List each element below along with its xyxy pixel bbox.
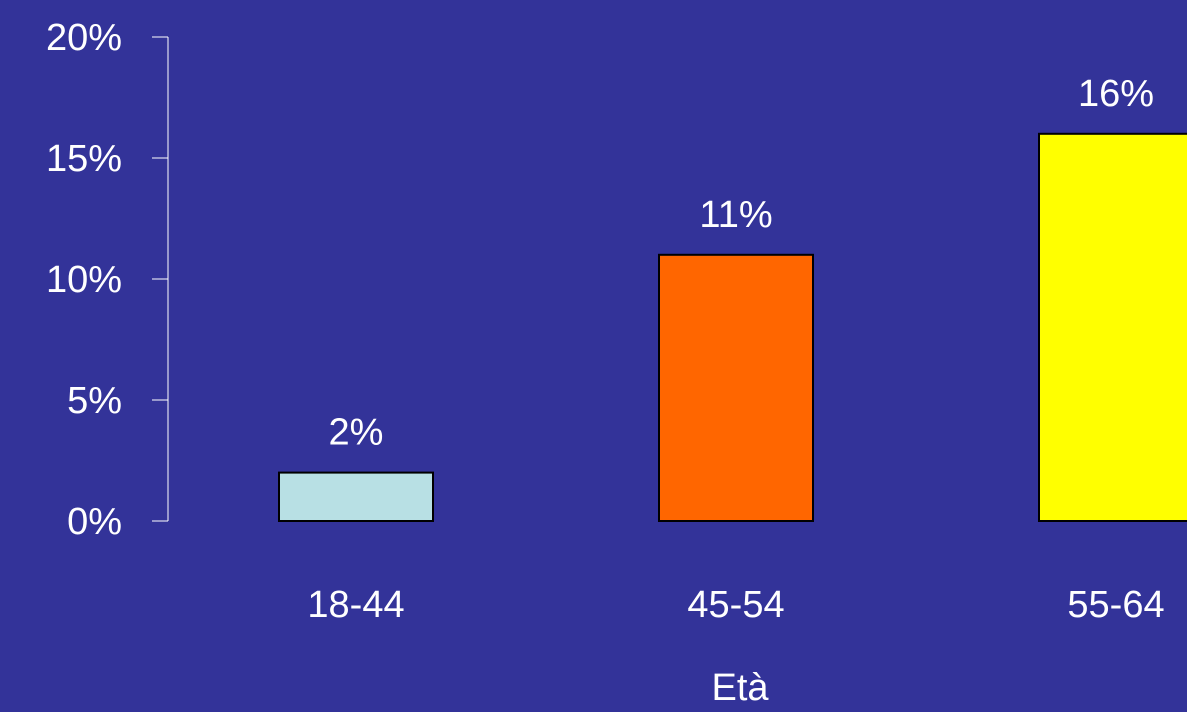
category-label-45-54: 45-54 — [687, 584, 784, 626]
bar-55-64 — [1038, 132, 1187, 523]
y-tick-label: 10% — [46, 259, 122, 301]
y-tick-label: 5% — [67, 380, 122, 422]
data-labels: 2% 11% 16% — [329, 73, 1154, 454]
bars — [278, 132, 1187, 523]
y-tick-label: 0% — [67, 501, 122, 543]
data-label-45-54: 11% — [699, 194, 772, 236]
category-label-55-64: 55-64 — [1067, 584, 1164, 626]
data-label-55-64: 16% — [1078, 73, 1154, 115]
y-axis: 0% 5% 10% 15% 20% — [46, 17, 169, 543]
bar-45-54 — [658, 253, 814, 523]
x-axis-title: Età — [711, 667, 769, 709]
category-label-18-44: 18-44 — [307, 584, 404, 626]
bar-18-44 — [278, 471, 434, 523]
y-tick-label: 15% — [46, 138, 122, 180]
y-tick-label: 20% — [46, 17, 122, 59]
x-axis-categories: 18-44 45-54 55-64 — [307, 584, 1164, 626]
data-label-18-44: 2% — [329, 412, 384, 454]
